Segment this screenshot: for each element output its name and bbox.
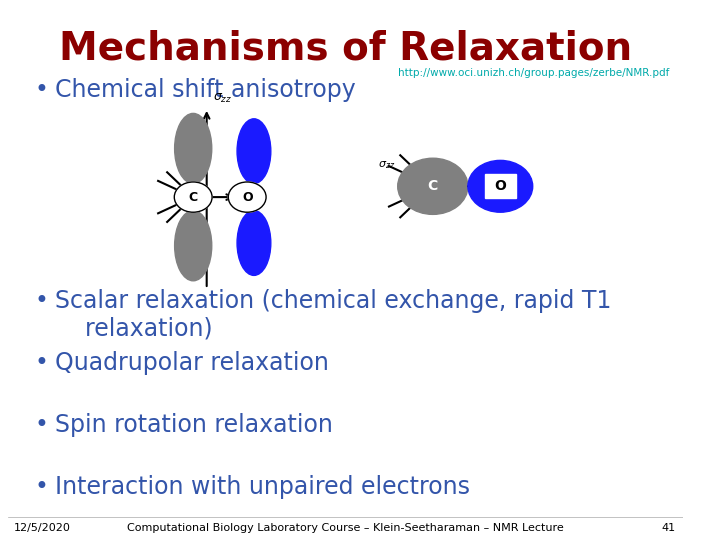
Circle shape <box>468 160 533 212</box>
Ellipse shape <box>237 211 271 275</box>
Text: Scalar relaxation (chemical exchange, rapid T1
    relaxation): Scalar relaxation (chemical exchange, ra… <box>55 289 611 341</box>
Text: C: C <box>189 191 198 204</box>
Text: $\sigma_{zz}$: $\sigma_{zz}$ <box>213 92 233 105</box>
Circle shape <box>174 182 212 212</box>
Text: Spin rotation relaxation: Spin rotation relaxation <box>55 413 333 437</box>
Text: •: • <box>35 289 48 313</box>
Text: Computational Biology Laboratory Course – Klein-Seetharaman – NMR Lecture: Computational Biology Laboratory Course … <box>127 523 564 533</box>
Ellipse shape <box>237 119 271 184</box>
Text: O: O <box>242 191 253 204</box>
Circle shape <box>228 182 266 212</box>
Ellipse shape <box>175 211 212 281</box>
Text: O: O <box>495 179 506 193</box>
Text: C: C <box>428 179 438 193</box>
Text: •: • <box>35 78 48 102</box>
Text: 12/5/2020: 12/5/2020 <box>14 523 71 533</box>
Text: •: • <box>35 475 48 499</box>
Text: $\sigma_{zz}$: $\sigma_{zz}$ <box>378 159 396 171</box>
Text: Quadrupolar relaxation: Quadrupolar relaxation <box>55 351 329 375</box>
FancyBboxPatch shape <box>485 174 516 198</box>
Text: Mechanisms of Relaxation: Mechanisms of Relaxation <box>58 30 631 68</box>
Text: •: • <box>35 413 48 437</box>
Circle shape <box>397 158 468 214</box>
Text: •: • <box>35 351 48 375</box>
Text: Chemical shift anisotropy: Chemical shift anisotropy <box>55 78 356 102</box>
Ellipse shape <box>175 113 212 184</box>
Text: Interaction with unpaired electrons: Interaction with unpaired electrons <box>55 475 470 499</box>
Text: 41: 41 <box>662 523 676 533</box>
Text: http://www.oci.unizh.ch/group.pages/zerbe/NMR.pdf: http://www.oci.unizh.ch/group.pages/zerb… <box>397 68 669 78</box>
